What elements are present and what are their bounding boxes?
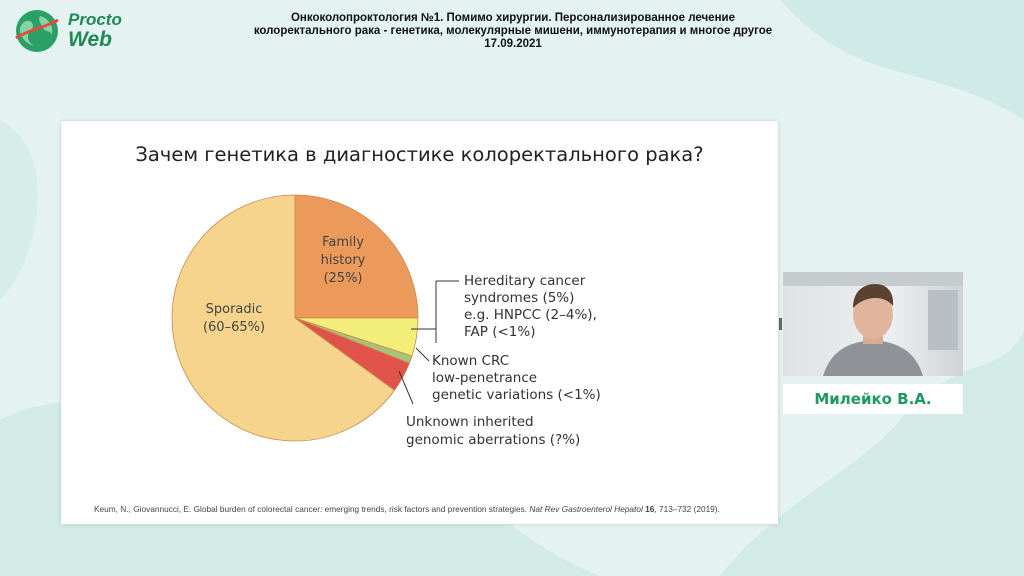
legend-unknown-1: Unknown inherited: [406, 414, 534, 430]
legend-known-3: genetic variations (<1%): [432, 387, 601, 403]
label-sporadic-2: (60–65%): [203, 320, 265, 335]
header-date: 17.09.2021: [484, 38, 542, 50]
slide-title: Зачем генетика в диагностике колоректаль…: [135, 143, 704, 166]
procto-web-logo: Procto Web: [8, 6, 122, 56]
pie-slice-sporadic: [171, 194, 396, 442]
label-family-history-2: history: [321, 253, 366, 268]
speaker-avatar: [823, 284, 923, 376]
citation: Keum, N., Giovannucci, E. Global burden …: [94, 504, 774, 514]
citation-authors: Keum, N., Giovannucci, E. Global burden …: [94, 504, 528, 514]
legend-hereditary-2: syndromes (5%): [464, 290, 574, 306]
legend-unknown-2: genomic aberrations (?%): [406, 432, 580, 448]
label-family-history-3: (25%): [323, 271, 362, 286]
leader-line-unknown: [398, 370, 414, 405]
speaker-video: [783, 272, 963, 376]
video-resize-handle[interactable]: [779, 318, 782, 330]
pie-chart: Family history (25%) Sporadic (60–65%) H…: [171, 194, 601, 448]
pie-slice-family-history: [294, 194, 419, 319]
legend-known-2: low-penetrance: [432, 370, 537, 386]
leader-line-known: [415, 347, 430, 362]
citation-journal: Nat Rev Gastroenterol Hepatol: [529, 504, 643, 514]
citation-volume: 16: [645, 504, 655, 514]
label-sporadic-1: Sporadic: [206, 302, 263, 317]
logo-text-web: Web: [68, 28, 112, 51]
legend-hereditary-1: Hereditary cancer: [464, 273, 586, 289]
event-header: Онкоколопроктология №1. Помимо хирургии.…: [240, 12, 786, 51]
presentation-slide: Зачем генетика в диагностике колоректаль…: [61, 121, 778, 524]
header-line-2: колоректального рака - генетика, молекул…: [253, 25, 773, 37]
logo-text-procto: Procto: [68, 10, 122, 29]
legend-hereditary-4: FAP (<1%): [464, 324, 535, 340]
legend-known-1: Known CRC: [432, 353, 509, 369]
speaker-name: Милейко В.А.: [783, 384, 963, 414]
legend-hereditary-3: e.g. HNPCC (2–4%),: [464, 307, 597, 323]
citation-pages: , 713–732 (2019).: [654, 504, 720, 514]
globe-icon: [15, 10, 59, 52]
header-line-1: Онкоколопроктология №1. Помимо хирургии.…: [290, 12, 735, 24]
label-family-history-1: Family: [322, 235, 364, 250]
